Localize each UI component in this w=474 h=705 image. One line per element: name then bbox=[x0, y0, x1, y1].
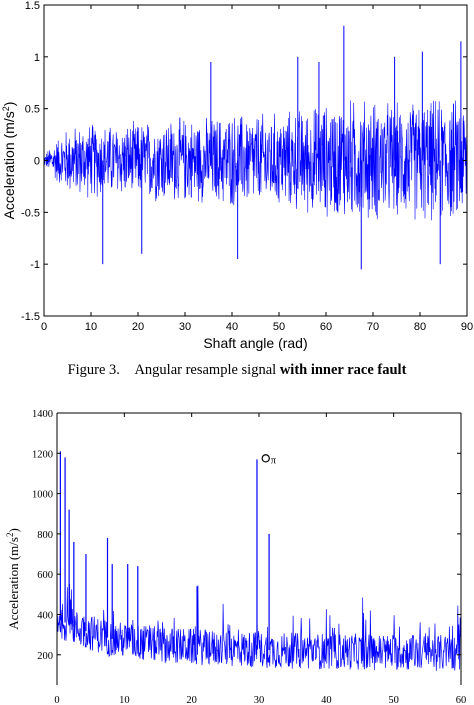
y-tick-label: 600 bbox=[37, 570, 53, 581]
x-tick-label: 40 bbox=[321, 695, 332, 705]
caption-label: Figure 3. bbox=[67, 362, 120, 378]
y-axis-label-sup: 2 bbox=[1, 106, 11, 111]
chart-angular-signal: 0 10 20 30 40 50 60 70 80 90 -1.5 -1 -0.5 0 0.5 1 1.5 Sha… bbox=[1, 0, 473, 351]
x-tick-label: 90 bbox=[461, 321, 473, 333]
figure-caption: Figure 3. Angular resample signal with i… bbox=[0, 362, 474, 379]
y-axis-label: Acceleration (m/s2) bbox=[5, 528, 21, 630]
x-tick-label: 40 bbox=[226, 321, 238, 333]
annotation-sub: π bbox=[271, 455, 277, 466]
x-tick-label: 60 bbox=[456, 695, 467, 705]
x-tick-label: 20 bbox=[132, 321, 144, 333]
x-tick-label: 60 bbox=[320, 321, 332, 333]
y-tick-label: -1.5 bbox=[21, 311, 40, 323]
spectrum-line bbox=[56, 583, 462, 671]
spectrum-plot-area bbox=[56, 451, 462, 671]
x-tick-label: 50 bbox=[273, 321, 285, 333]
x-tick-label: 10 bbox=[119, 695, 130, 705]
y-tick-label: 400 bbox=[37, 610, 53, 621]
y-axis-label-text: Acceleration (m/s bbox=[1, 111, 17, 219]
y-tick-label: 1 bbox=[34, 52, 40, 64]
y-axis-label-text: Acceleration (m/s bbox=[6, 537, 21, 630]
y-tick-label: 0 bbox=[34, 156, 40, 168]
x-tick-label: 30 bbox=[254, 695, 265, 705]
y-tick-label: -0.5 bbox=[21, 207, 40, 219]
y-axis-label-sup: 2 bbox=[5, 533, 15, 538]
signal-plot-area bbox=[43, 25, 468, 270]
x-tick-label: 30 bbox=[179, 321, 191, 333]
x-tick-label: 80 bbox=[414, 321, 426, 333]
y-tick-label: 1400 bbox=[32, 409, 53, 420]
x-tick-label: 20 bbox=[186, 695, 197, 705]
y-axis-label-end: ) bbox=[6, 528, 21, 532]
x-tick-label: 0 bbox=[41, 321, 47, 333]
chart-spectrum: 0 10 20 30 40 50 60 200 400 600 800 1000 1200 1400 π Ac… bbox=[5, 409, 467, 705]
y-tick-label: -1 bbox=[30, 259, 40, 271]
y-tick-label: 1000 bbox=[32, 490, 53, 501]
x-tick-label: 0 bbox=[54, 695, 59, 705]
x-tick-label: 50 bbox=[388, 695, 399, 705]
x-tick-label: 10 bbox=[85, 321, 97, 333]
y-axis-label: Acceleration (m/s2) bbox=[1, 102, 17, 220]
y-tick-label: 1200 bbox=[32, 449, 53, 460]
y-tick-label: 800 bbox=[37, 530, 53, 541]
caption-text: Angular resample signal bbox=[134, 362, 277, 378]
x-axis-label: Shaft angle (rad) bbox=[203, 335, 307, 351]
y-tick-label: 0.5 bbox=[25, 104, 40, 116]
y-tick-label: 1.5 bbox=[25, 0, 40, 12]
annotation-marker bbox=[261, 454, 270, 463]
x-tick-label: 70 bbox=[367, 321, 379, 333]
y-axis-label-end: ) bbox=[1, 102, 17, 107]
y-tick-label: 200 bbox=[37, 651, 53, 662]
caption-bold-text: with inner race fault bbox=[279, 362, 407, 378]
signal-line bbox=[43, 100, 468, 221]
